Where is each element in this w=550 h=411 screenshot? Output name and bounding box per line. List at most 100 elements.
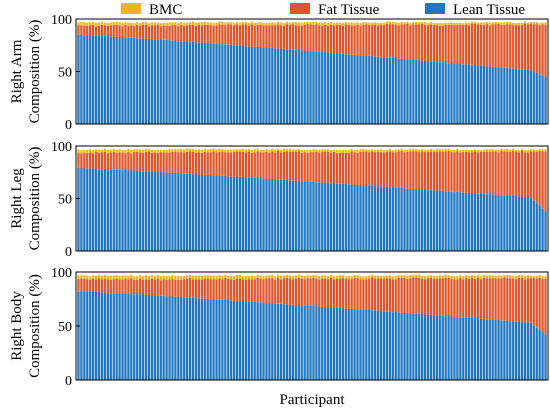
bar-lean-tissue — [100, 169, 104, 251]
bar-fat-tissue — [247, 26, 250, 47]
bar-lean-tissue — [309, 181, 312, 251]
bar-bmc — [294, 275, 297, 279]
bar-lean-tissue — [500, 195, 503, 251]
bar-lean-tissue — [291, 304, 295, 380]
bar-bmc — [168, 22, 171, 26]
bar-fat-tissue — [274, 25, 277, 49]
bar-lean-tissue — [365, 185, 368, 251]
bar-fat-tissue — [538, 277, 541, 331]
bar-fat-tissue — [174, 279, 177, 297]
bar-fat-tissue — [391, 279, 394, 313]
bar-fat-tissue — [171, 151, 174, 173]
bar-fat-tissue — [197, 25, 201, 43]
bar-fat-tissue — [470, 23, 474, 66]
bar-bmc — [485, 275, 488, 279]
bar-lean-tissue — [144, 171, 148, 251]
bar-fat-tissue — [359, 151, 362, 186]
bar-bmc — [309, 22, 312, 25]
bar-bmc — [482, 274, 485, 278]
bar-lean-tissue — [459, 192, 462, 251]
bar-lean-tissue — [523, 322, 527, 380]
bar-fat-tissue — [127, 279, 130, 294]
bar-bmc — [253, 149, 256, 153]
bar-bmc — [468, 276, 471, 279]
bar-lean-tissue — [174, 172, 177, 251]
bar-fat-tissue — [253, 25, 256, 47]
bar-bmc — [315, 275, 318, 279]
y-tick-label: 100 — [51, 140, 72, 155]
bar-bmc — [306, 21, 309, 25]
bar-bmc — [415, 21, 418, 25]
bar-bmc — [92, 275, 95, 279]
bar-lean-tissue — [297, 181, 300, 251]
bar-fat-tissue — [329, 24, 333, 53]
bar-lean-tissue — [303, 50, 306, 124]
bar-lean-tissue — [194, 42, 198, 125]
bar-lean-tissue — [327, 182, 330, 251]
bar-fat-tissue — [497, 278, 500, 320]
bar-lean-tissue — [397, 312, 400, 380]
bar-lean-tissue — [532, 325, 535, 380]
bar-bmc — [180, 276, 183, 280]
bar-lean-tissue — [277, 48, 280, 124]
bar-lean-tissue — [250, 178, 253, 251]
bar-lean-tissue — [403, 59, 406, 124]
bar-fat-tissue — [450, 152, 453, 192]
bar-fat-tissue — [485, 24, 488, 67]
bar-fat-tissue — [529, 151, 532, 198]
bar-fat-tissue — [459, 278, 462, 318]
bar-bmc — [535, 275, 538, 279]
bar-bmc — [197, 22, 201, 26]
bar-lean-tissue — [80, 34, 83, 124]
bar-bmc — [133, 149, 136, 152]
bar-bmc — [83, 22, 86, 26]
bar-lean-tissue — [338, 53, 342, 124]
bar-fat-tissue — [382, 25, 386, 58]
bar-bmc — [465, 275, 468, 279]
bar-fat-tissue — [318, 152, 321, 183]
bar-fat-tissue — [297, 151, 300, 182]
bar-lean-tissue — [174, 296, 177, 380]
bar-lean-tissue — [538, 74, 541, 124]
bar-bmc — [297, 148, 300, 152]
bar-lean-tissue — [212, 43, 215, 124]
bar-fat-tissue — [262, 152, 265, 179]
bar-fat-tissue — [194, 25, 198, 43]
bar-lean-tissue — [529, 197, 532, 251]
bar-bmc — [274, 276, 277, 280]
bar-bmc — [312, 274, 315, 278]
bar-fat-tissue — [453, 152, 456, 193]
bar-fat-tissue — [256, 151, 259, 178]
bar-fat-tissue — [526, 278, 530, 323]
bar-bmc — [397, 149, 400, 152]
bar-bmc — [329, 150, 333, 153]
bar-fat-tissue — [133, 26, 136, 38]
bar-lean-tissue — [271, 178, 274, 251]
bar-lean-tissue — [238, 45, 242, 124]
bar-bmc — [306, 275, 309, 279]
panel-3: 0 50 100 Right Body Composition (%) — [9, 266, 549, 389]
bar-bmc — [470, 275, 474, 278]
bar-bmc — [529, 22, 532, 25]
bar-fat-tissue — [112, 279, 115, 294]
bar-bmc — [491, 22, 494, 25]
bar-lean-tissue — [432, 61, 436, 124]
bar-fat-tissue — [80, 278, 83, 292]
bar-fat-tissue — [438, 25, 441, 63]
bar-bmc — [127, 22, 130, 27]
bar-fat-tissue — [444, 277, 447, 317]
bar-bmc — [312, 149, 315, 153]
bar-fat-tissue — [406, 278, 409, 313]
bar-bmc — [250, 275, 253, 280]
bar-bmc — [426, 149, 430, 153]
bar-bmc — [470, 149, 474, 153]
bar-bmc — [523, 21, 527, 24]
bar-bmc — [188, 22, 192, 25]
bar-fat-tissue — [174, 152, 177, 173]
bar-fat-tissue — [165, 279, 168, 297]
bar-fat-tissue — [335, 24, 339, 54]
bar-fat-tissue — [159, 280, 162, 296]
y-axis-label-line: Composition (%) — [27, 20, 43, 124]
bar-fat-tissue — [388, 151, 391, 188]
bar-bmc — [482, 22, 485, 25]
